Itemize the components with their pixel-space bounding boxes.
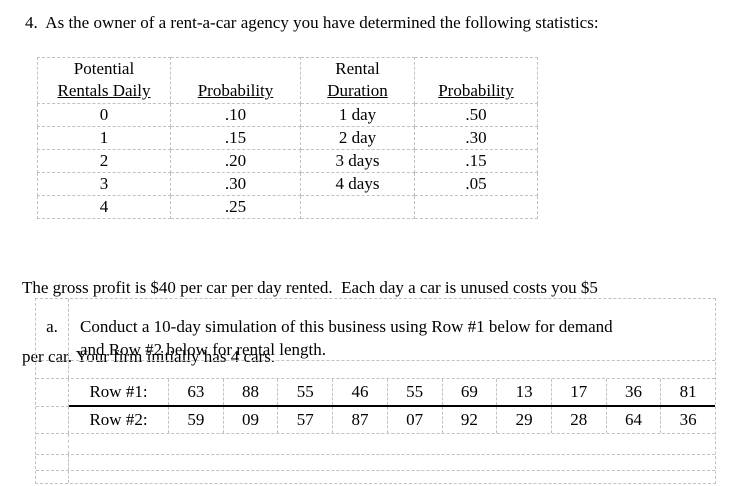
- row2-value: 07: [388, 407, 443, 433]
- row2-value: 92: [443, 407, 498, 433]
- stats-cell: .30: [170, 172, 301, 196]
- row1-label: Row #1:: [69, 379, 169, 405]
- stats-cell: 2: [37, 149, 171, 173]
- problem-title: 4. As the owner of a rent-a-car agency y…: [25, 13, 599, 32]
- stats-cell: .30: [414, 126, 538, 150]
- part-a-text-line: and Row #2 below for rental length.: [80, 340, 326, 359]
- header-probability-2: Probability: [414, 57, 538, 104]
- table-row: 3 .30 4 days .05: [37, 172, 538, 196]
- statistics-table: Potential Rentals Daily Probability Rent…: [37, 57, 538, 219]
- stats-cell: .50: [414, 103, 538, 127]
- empty-row: [36, 361, 715, 379]
- profit-paragraph: The gross profit is $40 per car per day …: [22, 230, 598, 391]
- paragraph-line: per car. Your firm initially has 4 cars.: [22, 347, 276, 366]
- part-a-table: a. Conduct a 10-day simulation of this b…: [35, 298, 716, 484]
- stats-cell: [300, 195, 415, 219]
- stats-cell: 3 days: [300, 149, 415, 173]
- row1-value: 63: [169, 379, 224, 405]
- part-a-label-cell: a.: [36, 299, 69, 360]
- table-row: 2 .20 3 days .15: [37, 149, 538, 173]
- random-number-row-2: Row #2: 59 09 57 87 07 92 29 28 64 36: [36, 407, 715, 434]
- row1-value: 55: [278, 379, 334, 405]
- row1-value: 69: [443, 379, 498, 405]
- row2-value: 64: [607, 407, 662, 433]
- part-a-text-line: Conduct a 10-day simulation of this busi…: [80, 317, 613, 336]
- stats-cell: .25: [170, 195, 301, 219]
- table-row: 0 .10 1 day .50: [37, 103, 538, 127]
- empty-row: [36, 455, 715, 471]
- paragraph-line: The gross profit is $40 per car per day …: [22, 278, 598, 297]
- header-probability-1: Probability: [170, 57, 301, 104]
- header-line-top: Potential: [73, 59, 135, 78]
- header-line-bottom: Rentals Daily: [57, 81, 151, 100]
- row1-value: 36: [607, 379, 662, 405]
- header-line-bottom: Probability: [197, 81, 274, 100]
- row2-value: 29: [497, 407, 552, 433]
- row1-value: 13: [497, 379, 552, 405]
- header-potential-rentals: Potential Rentals Daily: [37, 57, 171, 104]
- stats-cell: .05: [414, 172, 538, 196]
- part-a-text-cell: Conduct a 10-day simulation of this busi…: [69, 299, 715, 360]
- stats-cell: 2 day: [300, 126, 415, 150]
- stats-cell: .10: [170, 103, 301, 127]
- header-rental-duration: Rental Duration: [300, 57, 415, 104]
- stats-cell: 4 days: [300, 172, 415, 196]
- row2-value: 57: [278, 407, 334, 433]
- stats-cell: [414, 195, 538, 219]
- stats-cell: .15: [414, 149, 538, 173]
- row2-value: 59: [169, 407, 224, 433]
- row2-value: 28: [552, 407, 607, 433]
- row1-value: 17: [552, 379, 607, 405]
- stats-cell: 0: [37, 103, 171, 127]
- table-row: 4 .25: [37, 195, 538, 219]
- part-a-row: a. Conduct a 10-day simulation of this b…: [36, 299, 715, 361]
- empty-row: [36, 434, 715, 455]
- stats-cell: .15: [170, 126, 301, 150]
- table-row: 1 .15 2 day .30: [37, 126, 538, 150]
- stats-cell: 3: [37, 172, 171, 196]
- row2-value: 36: [679, 410, 697, 429]
- stats-cell: 1: [37, 126, 171, 150]
- empty-row: [36, 471, 715, 483]
- part-a-label: a.: [46, 317, 58, 336]
- header-line-bottom: Probability: [438, 81, 514, 100]
- header-line-top: Rental: [335, 59, 380, 78]
- statistics-header-row: Potential Rentals Daily Probability Rent…: [37, 57, 538, 104]
- row1-value: 81: [679, 382, 697, 401]
- row1-value: 88: [224, 379, 279, 405]
- row2-value: 09: [224, 407, 279, 433]
- row1-value: 46: [333, 379, 388, 405]
- part-a-text: Conduct a 10-day simulation of this busi…: [69, 299, 715, 361]
- stats-cell: 1 day: [300, 103, 415, 127]
- row2-label: Row #2:: [69, 407, 169, 433]
- stats-cell: 4: [37, 195, 171, 219]
- random-number-row-1: Row #1: 63 88 55 46 55 69 13 17 36 81: [36, 379, 715, 407]
- row1-value: 55: [388, 379, 443, 405]
- header-line-bottom: Duration: [327, 81, 388, 100]
- stats-cell: .20: [170, 149, 301, 173]
- row2-value: 87: [333, 407, 388, 433]
